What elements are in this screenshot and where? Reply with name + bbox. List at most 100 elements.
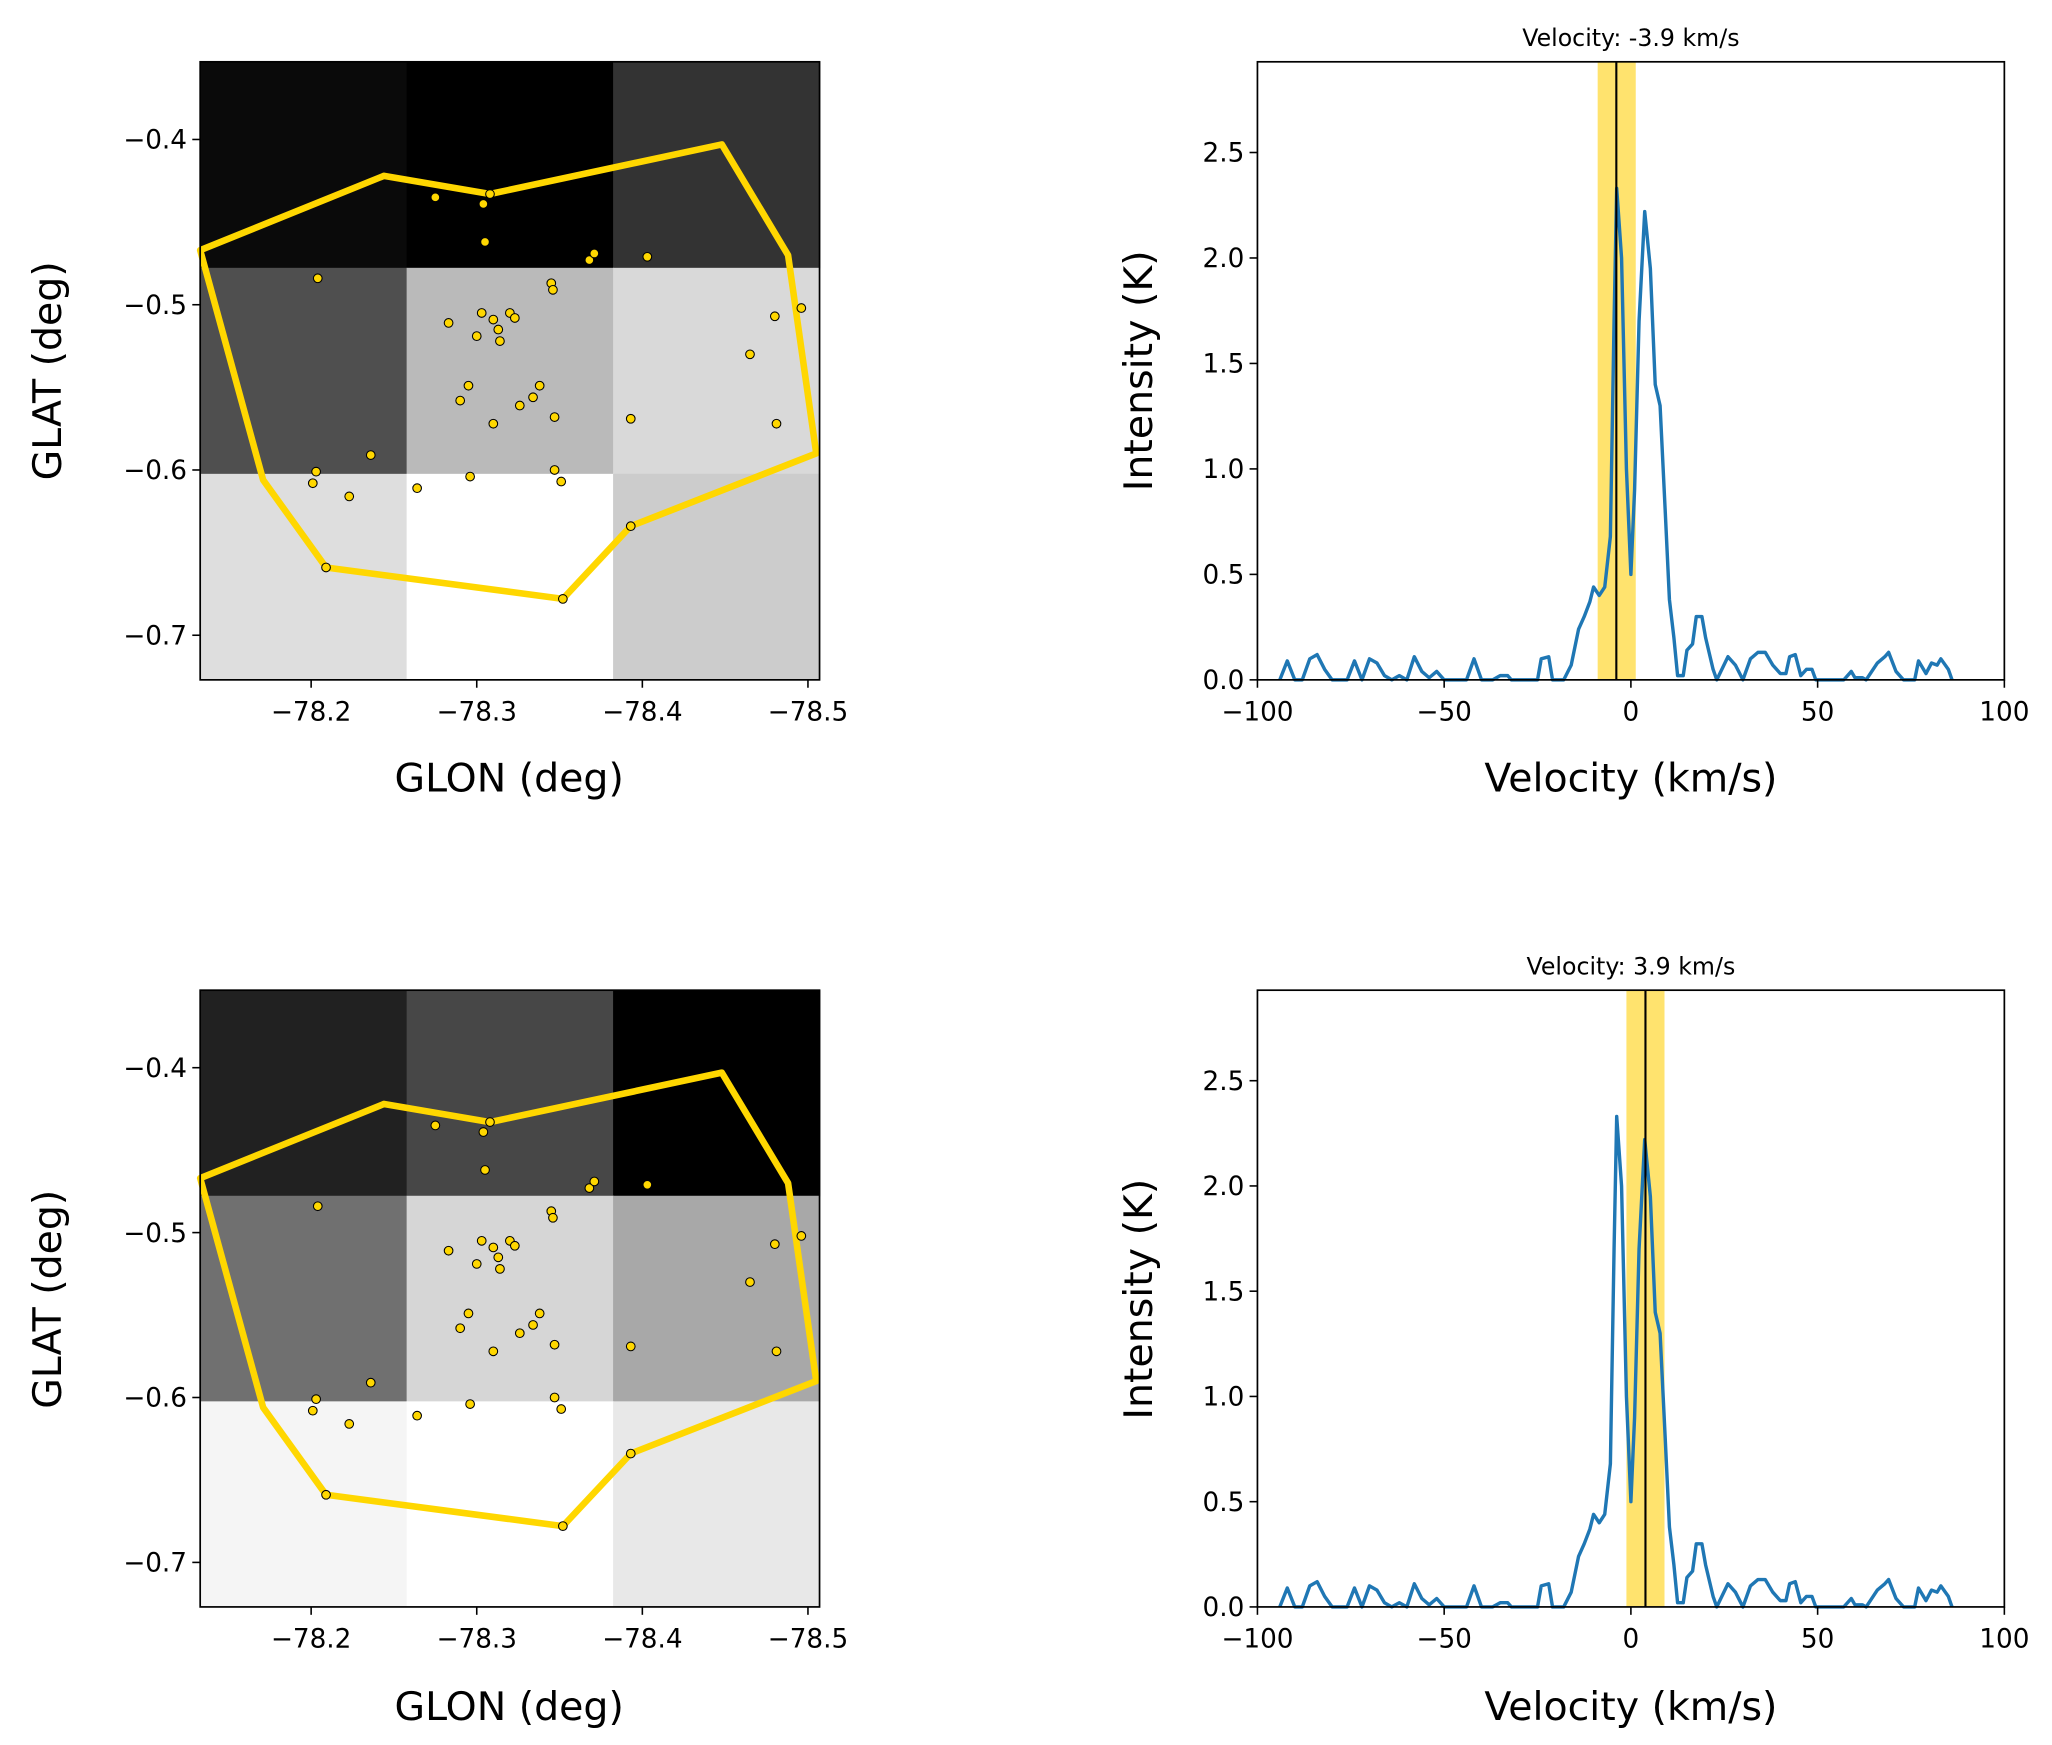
map-top-source-point <box>443 318 454 328</box>
spectrum-top-xlabel: Velocity (km/s) <box>1484 756 1777 802</box>
map-top-source-point <box>488 418 499 429</box>
map-top-ytick-label: −0.6 <box>123 456 187 486</box>
map-bottom-source-point <box>463 1308 474 1319</box>
map-top-source-point <box>471 331 482 341</box>
map-top-source-point <box>642 251 653 262</box>
spectrum-top-ytick-label: 0.5 <box>1202 561 1244 591</box>
map-bottom-source-point <box>412 1410 422 1421</box>
map-bottom-ytick-label: −0.6 <box>123 1384 187 1414</box>
map-bottom-source-point <box>556 1404 567 1414</box>
spectrum-top-title: Velocity: -3.9 km/s <box>1522 24 1739 52</box>
map-top-source-point <box>769 311 780 322</box>
map-top-source-point <box>534 380 545 391</box>
map-bottom-source-point <box>495 1264 505 1274</box>
map-top-source-point <box>344 491 355 502</box>
spectrum-bottom-ytick-label: 1.5 <box>1202 1277 1244 1307</box>
map-top-source-point <box>476 308 487 318</box>
map-bottom-source-point <box>625 1341 636 1352</box>
spectrum-bottom-ytick-label: 2.5 <box>1202 1067 1244 1097</box>
map-top-xtick-label: −78.4 <box>602 698 683 728</box>
map-bottom-source-point <box>745 1277 755 1287</box>
map-bottom-source-point <box>548 1212 558 1223</box>
map-bottom-source-point <box>471 1259 482 1269</box>
map-bottom-pixel <box>406 1195 614 1403</box>
map-bottom-source-point <box>514 1328 525 1339</box>
map-bottom-source-point <box>321 1489 331 1500</box>
map-top-source-point <box>488 314 499 325</box>
spectrum-bottom-xtick-label: −100 <box>1221 1625 1293 1655</box>
spectrum-top-xtick-label: 100 <box>1979 698 2029 728</box>
map-top-pixel <box>406 267 614 475</box>
map-top-source-point <box>311 466 321 477</box>
map-top-region-polygon <box>196 141 820 603</box>
map-top-source-point <box>589 248 600 259</box>
spectrum-bottom-ytick-label: 0.0 <box>1202 1593 1244 1623</box>
map-bottom-source-point <box>769 1239 780 1250</box>
map-top-source-point <box>796 303 807 313</box>
map-top-xtick-label: −78.5 <box>768 698 849 728</box>
map-top-source-point <box>495 336 505 346</box>
map-bottom-region-polygon <box>196 1069 820 1530</box>
map-bottom-xtick-label: −78.2 <box>271 1625 352 1655</box>
map-bottom-source-point <box>771 1346 782 1357</box>
map-bottom-source-point <box>344 1419 355 1429</box>
map-top-pixel <box>406 61 614 269</box>
map-top-source-point <box>493 324 504 335</box>
map-bottom-source-point <box>488 1242 499 1253</box>
map-top-xtick-label: −78.3 <box>436 698 517 728</box>
map-bottom-source-point <box>488 1346 499 1357</box>
map-bottom-source-point <box>365 1377 376 1388</box>
spectrum-bottom-xlabel: Velocity (km/s) <box>1484 1684 1777 1730</box>
map-bottom-source-point <box>509 1240 520 1251</box>
map-bottom-source-point <box>549 1392 560 1403</box>
map-bottom-source-point <box>796 1231 807 1241</box>
map-top-source-point <box>365 450 376 460</box>
map-bottom-pixel <box>406 990 614 1197</box>
map-top-source-point <box>480 237 490 247</box>
map-bottom-pixel <box>613 990 821 1197</box>
map-bottom-source-point <box>465 1399 475 1409</box>
map-bottom-xtick-label: −78.3 <box>436 1625 517 1655</box>
map-top-source-point <box>584 255 595 265</box>
map-bottom-xtick-label: −78.5 <box>768 1625 849 1655</box>
map-top-source-point <box>465 471 475 482</box>
map-bottom-pixel <box>613 1401 821 1608</box>
map-top-source-point <box>463 380 474 391</box>
map-top-source-point <box>514 400 525 411</box>
spectrum-top-xtick-label: 0 <box>1623 698 1640 728</box>
spectrum-top-ylabel: Intensity (K) <box>1116 250 1162 491</box>
map-bottom-source-point <box>307 1405 318 1416</box>
spectrum-top-ytick-label: 2.5 <box>1202 139 1244 169</box>
map-top-xtick-label: −78.2 <box>271 698 352 728</box>
spectrum-top-xtick-label: −100 <box>1221 698 1293 728</box>
map-top-source-point <box>556 476 567 487</box>
map-bottom-source-point <box>476 1235 487 1246</box>
map-top-source-point <box>307 478 318 489</box>
map-top-source-point <box>321 562 331 573</box>
map-bottom-source-point <box>480 1165 490 1175</box>
map-top-ytick-label: −0.4 <box>123 126 187 156</box>
spectrum-top-xtick-label: −50 <box>1416 698 1471 728</box>
spectrum-bottom-spectrum-line <box>1278 1114 1954 1609</box>
spectrum-top-ytick-label: 1.5 <box>1202 350 1244 380</box>
spectrum-bottom-panel: Velocity: 3.9 km/s Velocity (km/s) Inten… <box>1116 952 2029 1730</box>
spectrum-bottom-ytick-label: 1.0 <box>1202 1383 1244 1413</box>
map-bottom-source-point <box>312 1201 323 1212</box>
map-top-pixel <box>613 61 821 269</box>
map-top-ytick-label: −0.7 <box>123 621 187 651</box>
map-bottom-source-point <box>430 1120 441 1131</box>
map-top-source-point <box>430 192 441 203</box>
map-bottom-ylabel: GLAT (deg) <box>25 1190 71 1409</box>
map-bottom-pixel <box>200 1401 408 1608</box>
map-bottom-source-point <box>557 1521 568 1531</box>
map-bottom-xtick-label: −78.4 <box>602 1625 683 1655</box>
map-top-source-point <box>528 392 538 403</box>
map-bottom-panel: GLON (deg) GLAT (deg) −78.2 −78.3 −78.4 −78… <box>25 989 849 1730</box>
map-top-pixel <box>200 473 408 681</box>
spectrum-top-panel: Velocity: -3.9 km/s Velocity (km/s) Inte… <box>1116 24 2029 802</box>
spectrum-bottom-xtick-label: −50 <box>1416 1625 1471 1655</box>
spectrum-bottom-ylabel: Intensity (K) <box>1116 1179 1162 1420</box>
map-top-source-point <box>549 412 560 422</box>
spectrum-bottom-xtick-label: 0 <box>1623 1625 1640 1655</box>
map-bottom-xlabel: GLON (deg) <box>395 1684 624 1730</box>
